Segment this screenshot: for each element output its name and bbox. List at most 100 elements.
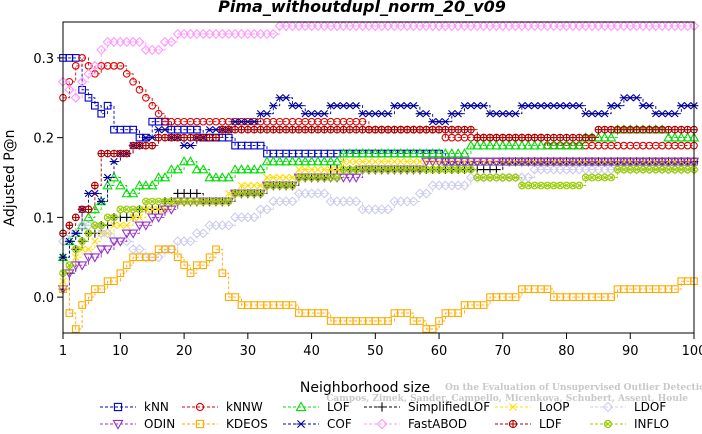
legend-label-kdeos: KDEOS xyxy=(226,417,268,431)
data-point-lof xyxy=(478,140,489,150)
data-point-ldf xyxy=(549,133,558,142)
data-point-odin xyxy=(586,157,598,167)
legend-label-knn: kNN xyxy=(144,400,169,414)
data-point-ldf xyxy=(377,125,386,134)
data-point-inflo xyxy=(505,173,514,182)
data-point-ldf xyxy=(269,125,278,134)
data-point-inflo xyxy=(243,189,252,198)
legend-item-odin: ODIN xyxy=(100,417,175,431)
data-point-cof xyxy=(269,102,278,110)
legend-label-ldf: LDF xyxy=(539,417,562,431)
legend-label-knnw: kNNW xyxy=(226,400,263,414)
data-point-ldf xyxy=(65,221,74,230)
data-point-loop xyxy=(352,157,360,166)
data-point-cof xyxy=(294,102,304,110)
data-point-kdeos xyxy=(320,309,329,317)
data-point-ldf xyxy=(454,125,463,134)
data-point-lof xyxy=(331,156,343,166)
data-point-odin xyxy=(140,221,152,231)
data-point-ldf xyxy=(441,125,450,134)
data-point-ldf xyxy=(645,125,654,134)
data-point-lof xyxy=(446,148,458,158)
data-point-odin xyxy=(166,205,177,215)
data-point-knn xyxy=(91,101,99,110)
x-tick-label: 20 xyxy=(176,344,193,359)
data-point-ldf xyxy=(505,133,514,142)
data-point-odin xyxy=(523,157,534,167)
data-point-ldf xyxy=(371,125,380,134)
data-point-fastabod xyxy=(70,92,81,103)
data-point-lof xyxy=(542,140,553,150)
data-point-lof xyxy=(89,203,101,214)
data-point-inflo xyxy=(78,237,86,246)
data-point-lof xyxy=(338,148,349,158)
data-point-odin xyxy=(542,157,553,167)
data-point-loop xyxy=(307,165,316,174)
series-fastabod xyxy=(57,20,700,103)
axes: 1 10 20 30 40 50 60 70 80 90 100 0.0 0.1 0.2 0.3 xyxy=(33,21,702,359)
data-point-ldf xyxy=(447,125,456,134)
data-point-odin xyxy=(554,157,566,167)
data-point-loop xyxy=(346,157,354,166)
data-point-lof xyxy=(484,140,496,150)
data-point-lof xyxy=(255,164,266,174)
data-point-lof xyxy=(236,164,247,174)
data-point-loop xyxy=(135,213,144,222)
data-point-knnw xyxy=(129,77,137,86)
data-point-ldf xyxy=(110,149,118,158)
data-point-lof xyxy=(357,148,368,158)
data-point-ldf xyxy=(524,133,533,142)
data-point-odin xyxy=(338,173,349,183)
data-point-kdeos xyxy=(122,261,131,270)
data-point-kdeos xyxy=(116,269,125,278)
x-tick-label: 90 xyxy=(622,344,639,359)
data-point-odin xyxy=(433,157,445,167)
data-point-knnw xyxy=(142,93,150,102)
data-point-lof xyxy=(248,164,260,174)
data-point-ldf xyxy=(639,125,647,134)
data-point-inflo xyxy=(256,189,265,198)
data-point-cof xyxy=(160,125,170,134)
data-point-knnw xyxy=(71,62,80,70)
data-point-lof xyxy=(178,156,190,166)
data-point-ldof xyxy=(249,212,260,223)
data-point-ldf xyxy=(282,125,290,134)
data-point-loop xyxy=(237,181,246,190)
data-point-kdeos xyxy=(71,325,80,333)
data-point-cof xyxy=(103,173,112,182)
data-point-ldf xyxy=(422,125,431,134)
legend-marker-simplifiedlof xyxy=(377,402,387,412)
data-point-lof xyxy=(268,156,279,166)
legend-marker-cof xyxy=(296,420,306,428)
data-point-lof xyxy=(363,148,375,158)
x-tick-label: 1 xyxy=(59,344,67,359)
data-point-kdeos xyxy=(428,325,437,333)
series-lof xyxy=(57,124,700,262)
data-point-loop xyxy=(78,245,86,253)
data-point-loop xyxy=(129,213,137,222)
data-point-lof xyxy=(389,148,400,158)
legend-item-cof: COF xyxy=(283,417,352,431)
data-point-lof xyxy=(529,140,540,150)
data-point-lof xyxy=(299,156,311,166)
x-tick-label: 50 xyxy=(367,344,384,359)
data-point-kdeos xyxy=(212,245,220,254)
data-point-inflo xyxy=(333,173,341,182)
data-point-inflo xyxy=(530,181,539,190)
data-point-ldf xyxy=(600,125,609,134)
data-point-ldf xyxy=(71,213,80,222)
data-point-ldf xyxy=(620,125,628,134)
data-point-ldf xyxy=(664,125,673,134)
data-point-lof xyxy=(115,180,126,190)
data-point-loop xyxy=(244,181,252,190)
data-point-loop xyxy=(301,165,309,174)
y-tick-label: 0.3 xyxy=(33,52,54,67)
data-point-odin xyxy=(669,157,681,167)
data-point-loop xyxy=(110,221,118,230)
data-point-ldf xyxy=(530,133,539,142)
data-point-kdeos xyxy=(205,253,214,262)
data-point-kdeos xyxy=(180,261,188,270)
data-point-ldf xyxy=(473,133,482,142)
data-point-ldf xyxy=(314,125,322,134)
